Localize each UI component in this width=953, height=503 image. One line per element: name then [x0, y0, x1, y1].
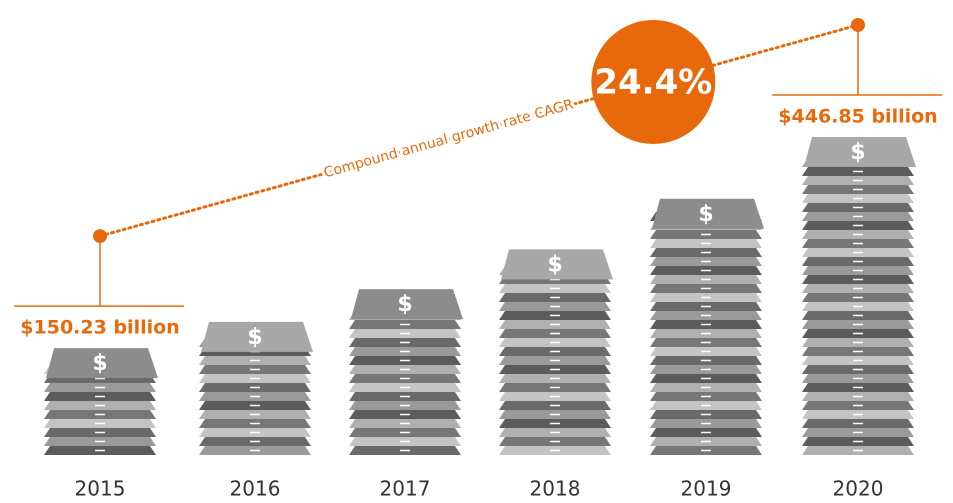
top-bill: [804, 137, 916, 167]
top-bill: [501, 249, 613, 280]
money-stack: $: [199, 321, 313, 455]
year-label: 2019: [681, 477, 732, 501]
dollar-sign: $: [247, 325, 262, 350]
value-label: $150.23 billion: [20, 317, 179, 339]
top-bill: [46, 348, 158, 379]
year-label: 2015: [75, 477, 126, 501]
year-label: 2018: [530, 477, 581, 501]
top-bill: [652, 198, 764, 229]
dollar-sign: $: [547, 252, 562, 277]
dollar-sign: $: [698, 202, 713, 227]
money-stack: $: [650, 198, 764, 455]
stacks: $ $ $ $ $ $: [44, 137, 916, 455]
money-stack: $: [349, 289, 463, 455]
year-label: 2017: [380, 477, 431, 501]
top-bill: [201, 321, 313, 352]
money-stack: $: [802, 137, 916, 455]
year-label: 2016: [230, 477, 281, 501]
dollar-sign: $: [397, 292, 412, 317]
end-dot: [851, 18, 865, 32]
cagr-caption: Compound annual growth rate CAGR: [322, 97, 575, 182]
top-bill: [351, 289, 463, 320]
annotations: $150.23 billion $446.85 billion Compound a…: [14, 18, 942, 339]
cagr-circle: [591, 19, 716, 144]
year-label: 2020: [833, 477, 884, 501]
dollar-sign: $: [850, 140, 865, 165]
end-dot: [93, 229, 107, 244]
value-label: $446.85 billion: [778, 106, 937, 128]
dollar-sign: $: [92, 351, 107, 376]
money-stack: $: [499, 249, 613, 455]
cagr-line: [98, 23, 860, 238]
money-stack: $: [44, 348, 158, 455]
cagr-value: 24.4%: [594, 62, 712, 102]
